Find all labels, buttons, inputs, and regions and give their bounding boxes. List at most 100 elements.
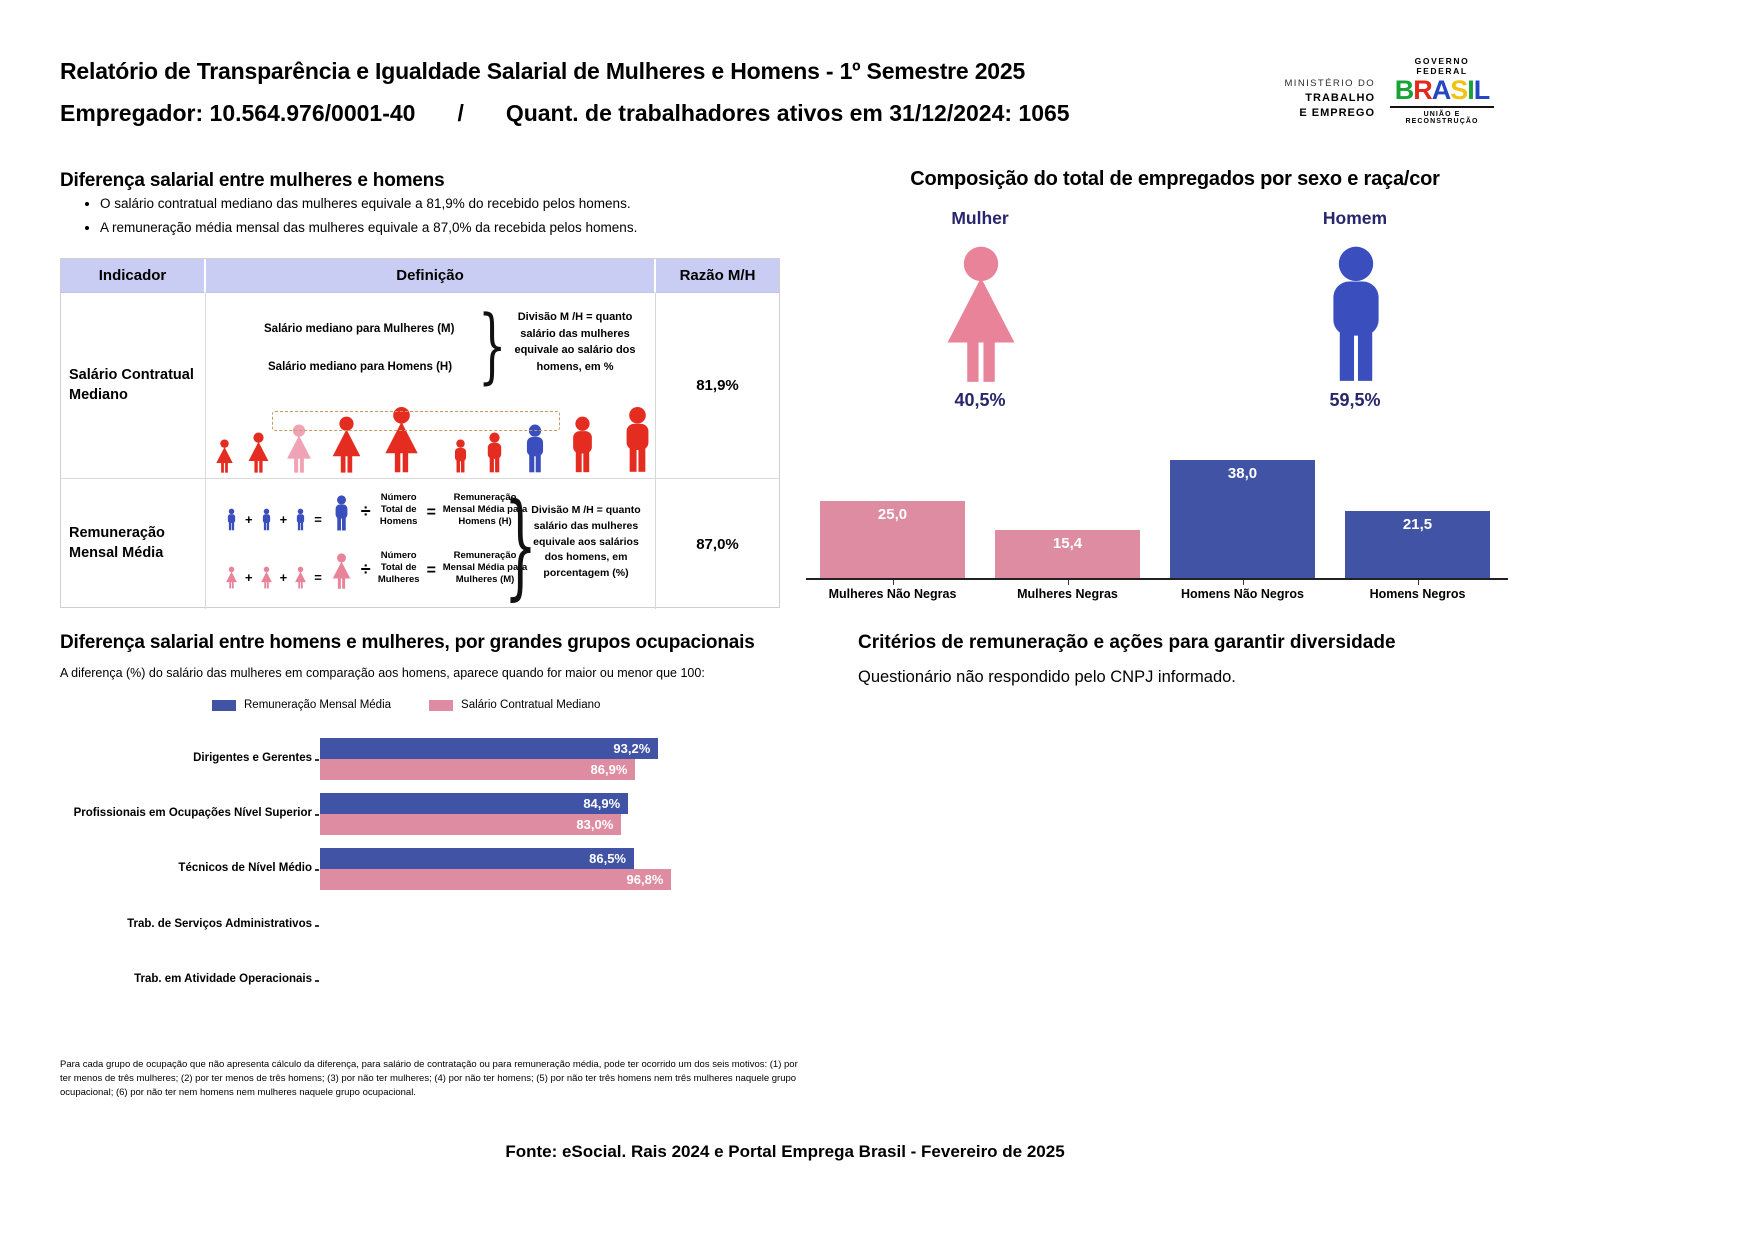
gov-logo-top-text: GOVERNO FEDERAL: [1414, 56, 1470, 76]
woman-figure-icon: [257, 566, 276, 589]
composition-bar-chart: 25,0 15,4 38,0 21,5: [810, 460, 1510, 578]
woman-large-icon: [922, 245, 1040, 383]
category-label: Mulheres Negras: [995, 580, 1140, 601]
female-label: Mulher: [951, 208, 1009, 228]
navy-swatch-icon: [212, 699, 236, 711]
gov-federal-logo: GOVERNO FEDERAL B R A S I L UNIÃO E RECO…: [1388, 56, 1496, 125]
brace-glyph: }: [478, 299, 507, 394]
composition-x-axis: [806, 578, 1508, 580]
woman-figure-icon: [210, 439, 239, 473]
navy-bar: 84,9%: [320, 793, 629, 814]
indicator-mean-label: Remuneração Mensal Média: [61, 479, 206, 609]
bar-value-label: 38,0: [1227, 465, 1258, 483]
cat-dirigentes: Dirigentes e Gerentes: [193, 752, 312, 764]
indicator-median-label: Salário Contratual Mediano: [61, 293, 206, 479]
def-median-men: Salário mediano para Homens (H): [268, 361, 453, 373]
axis-tick: [315, 980, 319, 982]
woman-figure-large-icon: [326, 553, 357, 589]
ministry-line-1: MINISTÉRIO DO: [1284, 78, 1375, 89]
median-dashed-box: [272, 411, 560, 431]
axis-tick: [315, 759, 319, 761]
definition-median-cell: Salário mediano para Mulheres (M) Salári…: [206, 293, 656, 479]
woman-figure-icon: [241, 432, 276, 473]
divide-sign: ÷: [360, 501, 371, 521]
occupational-footnote: Para cada grupo de ocupação que não apre…: [60, 1059, 798, 1098]
equals-sign: =: [426, 504, 437, 521]
brasil-letter: R: [1413, 75, 1432, 105]
brasil-logo: B R A S I L: [1388, 75, 1496, 105]
def-mean-note: Divisão M /H = quanto salário das mulher…: [531, 504, 641, 579]
table-row-mean: Remuneração Mensal Média + + = ÷ Número …: [61, 479, 779, 613]
plus-sign: +: [279, 512, 288, 527]
diversity-body: Questionário não respondido pelo CNPJ in…: [858, 668, 1236, 686]
col-header-razao: Razão M/H: [656, 259, 779, 293]
bullet-mean-salary: A remuneração média mensal das mulheres …: [100, 220, 760, 235]
category-label: Mulheres Não Negras: [820, 580, 965, 601]
bar-value-label: 21,5: [1402, 516, 1433, 534]
pink-bar: 96,8%: [320, 869, 672, 890]
diversity-title: Critérios de remuneração e ações para ga…: [858, 632, 1396, 653]
chart-legend: Remuneração Mensal Média Salário Contrat…: [212, 699, 600, 711]
men-divisor-label: Número Total de Homens: [379, 492, 418, 528]
woman-median-highlight-icon: [278, 424, 320, 473]
category-label: Homens Negros: [1345, 580, 1490, 601]
active-workers: Quant. de trabalhadores ativos em 31/12/…: [505, 100, 1070, 126]
woman-figure-icon: [291, 566, 310, 589]
bar-mulheres-negras: 15,4: [995, 530, 1140, 578]
category-label: Homens Não Negros: [1170, 580, 1315, 601]
men-result-label: Remuneração Mensal Média para Homens (H): [442, 492, 528, 528]
bars-profissionais: 84,9% 83,0%: [320, 793, 629, 835]
bar-value-label: 25,0: [877, 505, 908, 523]
axis-tick: [315, 869, 319, 871]
salary-gap-title: Diferença salarial entre mulheres e home…: [60, 170, 445, 191]
brasil-letter: S: [1450, 75, 1468, 105]
bar-value-label: 15,4: [1052, 535, 1083, 553]
cat-tecnicos: Técnicos de Nível Médio: [178, 862, 312, 874]
bar-value-label: 96,8%: [626, 872, 664, 887]
man-figure-icon: [446, 439, 475, 473]
woman-figure-icon: [222, 566, 241, 589]
navy-bar: 93,2%: [320, 738, 659, 759]
equals-sign: =: [314, 570, 322, 585]
cat-servicos: Trab. de Serviços Administrativos: [127, 918, 312, 930]
man-figure-icon: [222, 508, 241, 531]
brasil-letter: B: [1394, 75, 1414, 105]
brasil-letter: A: [1431, 75, 1451, 105]
bar-mulheres-nao-negras: 25,0: [820, 500, 965, 578]
equals-sign: =: [314, 512, 322, 527]
bar-homens-negros: 21,5: [1345, 511, 1490, 578]
col-header-indicador: Indicador: [61, 259, 206, 293]
axis-tick: [315, 925, 319, 927]
man-large-icon: [1297, 245, 1415, 383]
bar-value-label: 93,2%: [613, 741, 651, 756]
ratio-mean-value: 87,0%: [696, 535, 739, 553]
bar-homens-nao-negros: 38,0: [1170, 460, 1315, 578]
women-result-label: Remuneração Mensal Média para Mulheres (…: [442, 550, 528, 586]
source-footer: Fonte: eSocial. Rais 2024 e Portal Empre…: [505, 1142, 1065, 1161]
pink-bar: 86,9%: [320, 759, 636, 780]
indicator-table: Indicador Definição Razão M/H Salário Co…: [60, 258, 780, 613]
women-mean-equation: + + = ÷ Número Total de Mulheres = Remun…: [222, 549, 530, 589]
def-median-note: Divisão M /H = quanto salário das mulher…: [514, 311, 636, 373]
brace-glyph: }: [504, 479, 537, 613]
legend-salario: Salário Contratual Mediano: [429, 699, 600, 711]
bar-value-label: 83,0%: [576, 817, 614, 832]
brasil-letter: L: [1473, 75, 1490, 105]
gov-logo-divider: [1390, 106, 1494, 108]
legend-label: Salário Contratual Mediano: [461, 699, 601, 711]
man-figure-icon: [477, 432, 512, 473]
page-title: Relatório de Transparência e Igualdade S…: [60, 58, 1026, 84]
female-pct: 40,5%: [954, 390, 1006, 410]
legend-label: Remuneração Mensal Média: [244, 699, 392, 711]
composition-title: Composição do total de empregados por se…: [910, 168, 1440, 190]
ministry-line-3: E EMPREGO: [1299, 106, 1375, 119]
definition-mean-cell: + + = ÷ Número Total de Homens = Remuner…: [206, 479, 656, 613]
cat-operacionais: Trab. em Atividade Operacionais: [134, 973, 312, 985]
equals-sign: =: [426, 562, 437, 579]
bars-tecnicos: 86,5% 96,8%: [320, 848, 672, 890]
table-row-median: Salário Contratual Mediano Salário media…: [61, 293, 779, 479]
plus-sign: +: [279, 570, 288, 585]
pink-bar: 83,0%: [320, 814, 622, 835]
gov-logo-bottom-text: UNIÃO E RECONSTRUÇÃO: [1405, 110, 1479, 125]
